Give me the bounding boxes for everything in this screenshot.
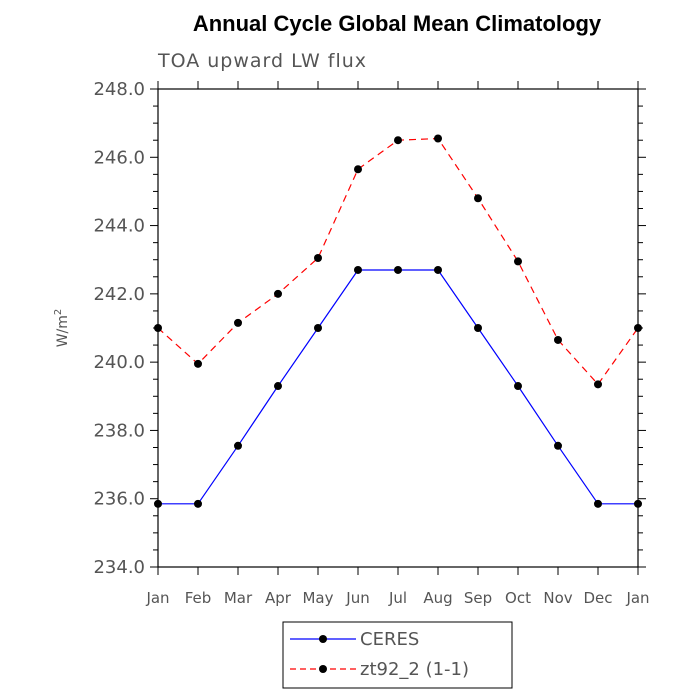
x-axis-ticks: Jan Feb Mar Apr May Jun Jul Aug Sep Oct Nov Dec Jan [145,81,650,607]
legend-marker-zt92 [319,665,327,673]
series-0-point [554,441,562,450]
x-tick-label: Jun [345,589,369,607]
series-0-point [474,324,482,332]
series-0-point [354,265,362,274]
x-tick-label: Feb [185,589,212,607]
series-1-point [474,194,482,203]
legend-label-ceres: CERES [360,629,419,650]
series-layer [154,134,642,508]
y-tick-label: 236.0 [93,489,145,510]
series-1-point [434,134,442,143]
series-1-point [154,324,162,332]
series-1-point [194,359,202,368]
y-tick-label: 240.0 [93,352,145,373]
y-tick-label: 242.0 [93,284,145,305]
y-axis-label: W/m2 [53,309,71,348]
series-1-point [554,335,562,344]
series-1-point [394,136,402,145]
series-1-point [234,318,242,327]
y-tick-label: 248.0 [93,79,145,100]
series-1-point [594,380,602,389]
series-line-1 [157,137,639,386]
series-0-point [514,382,522,391]
series-0-point [274,382,282,391]
x-tick-label: Dec [583,589,612,607]
series-1-point [634,324,642,332]
series-1-point [274,289,282,298]
legend: CERES zt92_2 (1-1) [282,621,513,689]
x-tick-label: Jan [625,589,649,607]
series-0-point [434,265,442,274]
series-1-point [314,254,322,263]
y-tick-label: 238.0 [93,420,145,441]
series-0-point [194,499,202,508]
series-1-point [514,257,522,266]
x-tick-label: Nov [543,589,572,607]
series-0-point [394,265,402,274]
x-tick-label: Jul [388,589,407,607]
x-tick-label: Jan [145,589,169,607]
chart-subtitle: TOA upward LW flux [157,50,367,72]
legend-label-zt92: zt92_2 (1-1) [360,659,469,680]
series-0-point [234,441,242,450]
legend-entry-zt92: zt92_2 (1-1) [290,659,469,680]
legend-box [282,621,513,689]
legend-entry-ceres: CERES [290,629,419,650]
series-1-point [354,165,362,174]
y-axis-label-main: W/m [55,315,71,347]
x-tick-label: Mar [224,589,253,607]
y-tick-label: 234.0 [93,557,145,578]
series-0-point [634,499,642,508]
y-tick-label: 246.0 [93,147,145,168]
x-tick-label: Sep [464,589,492,607]
y-tick-label: 244.0 [93,216,145,237]
x-tick-label: Aug [423,589,452,607]
x-tick-label: Oct [505,589,531,607]
series-0-point [314,324,322,332]
y-axis-ticks: 234.0 236.0 238.0 240.0 242.0 244.0 246.0 248.0 [93,79,646,578]
chart-title: Annual Cycle Global Mean Climatology [193,11,602,36]
y-axis-label-superscript: 2 [53,309,64,315]
x-tick-label: Apr [265,589,292,607]
series-line-0 [158,269,638,505]
series-0-point [594,499,602,508]
plot-area [157,88,639,568]
series-0-point [154,499,162,508]
x-tick-label: May [302,589,333,607]
legend-marker-ceres [319,635,327,643]
